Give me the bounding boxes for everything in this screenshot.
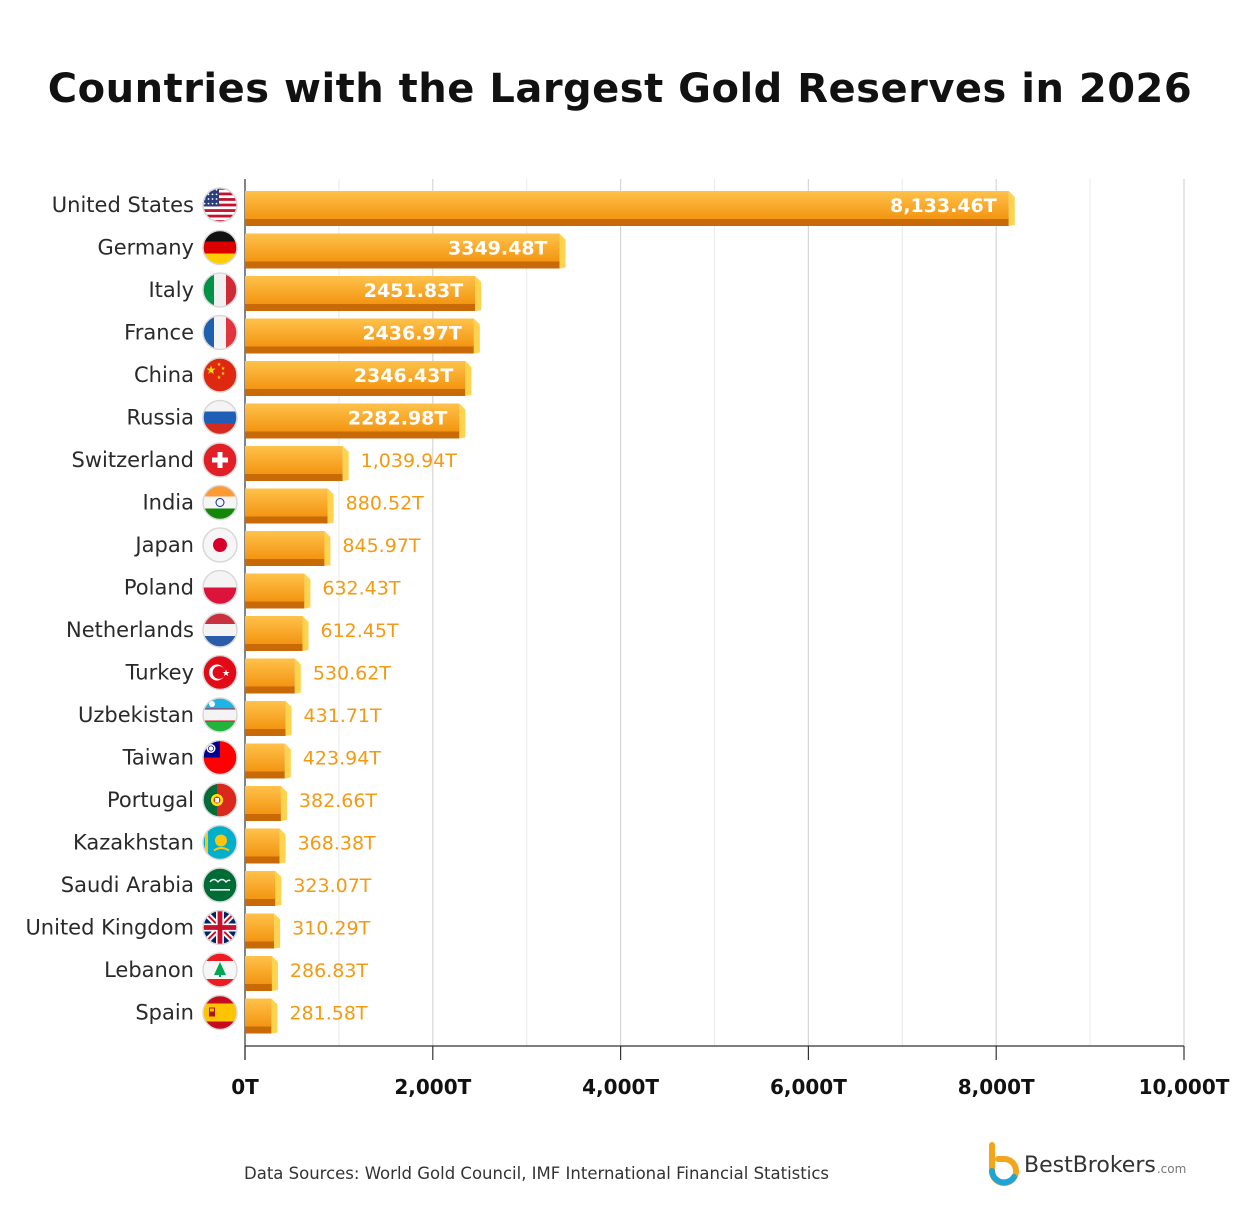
bar (245, 913, 281, 949)
de-flag-icon (202, 229, 238, 266)
country-label: Switzerland (72, 448, 195, 472)
country-label: Uzbekistan (78, 703, 194, 727)
bar (245, 488, 334, 524)
bar (245, 786, 287, 821)
fr-flag-icon (202, 314, 238, 351)
svg-text:★: ★ (217, 375, 222, 381)
value-label: 423.94T (303, 748, 381, 770)
cn-flag-icon: ★ ★★★★ (202, 357, 238, 393)
value-label: 8,133.46T (890, 195, 997, 217)
sa-flag-icon (202, 867, 238, 903)
value-label: 431.71T (304, 705, 382, 727)
tw-flag-icon (202, 739, 238, 776)
value-label: 286.83T (290, 960, 368, 982)
kz-flag-icon (202, 824, 238, 861)
country-label: Portugal (107, 788, 194, 812)
country-label: Italy (148, 278, 194, 302)
it-flag-icon (202, 272, 238, 308)
value-label: 323.07T (293, 875, 371, 897)
bar (245, 531, 331, 566)
bar (245, 403, 466, 439)
data-source-note: Data Sources: World Gold Council, IMF In… (244, 1164, 830, 1183)
bar (245, 828, 286, 864)
us-flag-icon (202, 187, 238, 223)
value-label: 632.43T (322, 578, 400, 600)
x-tick-label: 0T (231, 1075, 259, 1099)
nl-flag-icon (202, 612, 238, 648)
bar (245, 998, 278, 1034)
pt-flag-icon (202, 782, 238, 818)
svg-text:★: ★ (221, 371, 226, 377)
country-label: Turkey (125, 661, 194, 685)
value-label: 1,039.94T (361, 450, 458, 472)
country-label: Taiwan (122, 746, 194, 770)
brand-suffix: .com (1156, 1162, 1187, 1176)
svg-text:★: ★ (217, 362, 222, 368)
bar (245, 956, 278, 991)
x-tick-label: 6,000T (770, 1075, 847, 1099)
bar (245, 446, 349, 481)
jp-flag-icon (202, 527, 238, 563)
svg-text:★: ★ (206, 363, 217, 377)
svg-text:★: ★ (221, 366, 226, 372)
bar-chart: 0T 2,000T 4,000T 6,000T 8,000T 10,000T United … (25, 179, 1230, 1099)
uz-flag-icon (202, 697, 238, 733)
brand-name: BestBrokers (1024, 1152, 1156, 1178)
lb-flag-icon (202, 952, 238, 988)
country-label: India (142, 491, 194, 515)
bar (245, 191, 1015, 226)
ch-flag-icon (202, 442, 238, 478)
x-tick-label: 10,000T (1139, 1075, 1230, 1099)
country-label: Poland (124, 576, 194, 600)
bar (245, 276, 482, 311)
bar (245, 318, 480, 354)
value-label: 530.62T (313, 663, 391, 685)
x-tick-label: 2,000T (394, 1075, 471, 1099)
pl-flag-icon (202, 569, 238, 606)
country-label: Lebanon (104, 958, 194, 982)
value-label: 2451.83T (364, 280, 464, 302)
value-label: 845.97T (342, 535, 420, 557)
value-label: 2282.98T (348, 408, 448, 430)
tr-flag-icon: ★ (202, 654, 238, 691)
country-label: Japan (133, 533, 194, 557)
gb-flag-icon (202, 909, 238, 946)
country-label: France (124, 321, 194, 345)
chart-title: Countries with the Largest Gold Reserves… (47, 66, 1193, 112)
value-label: 2436.97T (362, 323, 462, 345)
country-label: Russia (126, 406, 194, 430)
country-label: United States (52, 193, 194, 217)
bar (245, 616, 309, 651)
bar (245, 658, 301, 694)
in-flag-icon (202, 484, 238, 521)
es-flag-icon (202, 994, 238, 1031)
svg-text:★: ★ (222, 669, 230, 679)
value-label: 2346.43T (354, 365, 454, 387)
bar (245, 701, 292, 736)
bar (245, 871, 282, 906)
country-label: Spain (135, 1001, 194, 1025)
value-label: 310.29T (292, 918, 370, 940)
value-label: 368.38T (298, 833, 376, 855)
bar (245, 361, 472, 396)
bar (245, 573, 311, 609)
country-label: Netherlands (66, 618, 194, 642)
country-label: Germany (97, 236, 194, 260)
x-tick-label: 4,000T (582, 1075, 659, 1099)
value-label: 880.52T (346, 493, 424, 515)
bar (245, 743, 291, 779)
bestbrokers-logo-icon (989, 1142, 1019, 1186)
brand-logo: BestBrokers .com (984, 1140, 1186, 1190)
country-label: Kazakhstan (73, 831, 194, 855)
x-tick-label: 8,000T (958, 1075, 1035, 1099)
value-label: 612.45T (321, 620, 399, 642)
ru-flag-icon (202, 399, 238, 436)
country-label: United Kingdom (25, 916, 194, 940)
value-label: 382.66T (299, 790, 377, 812)
country-label: China (134, 363, 194, 387)
country-label: Saudi Arabia (61, 873, 194, 897)
value-label: 3349.48T (448, 238, 548, 260)
bar (245, 233, 566, 269)
value-label: 281.58T (289, 1003, 367, 1025)
